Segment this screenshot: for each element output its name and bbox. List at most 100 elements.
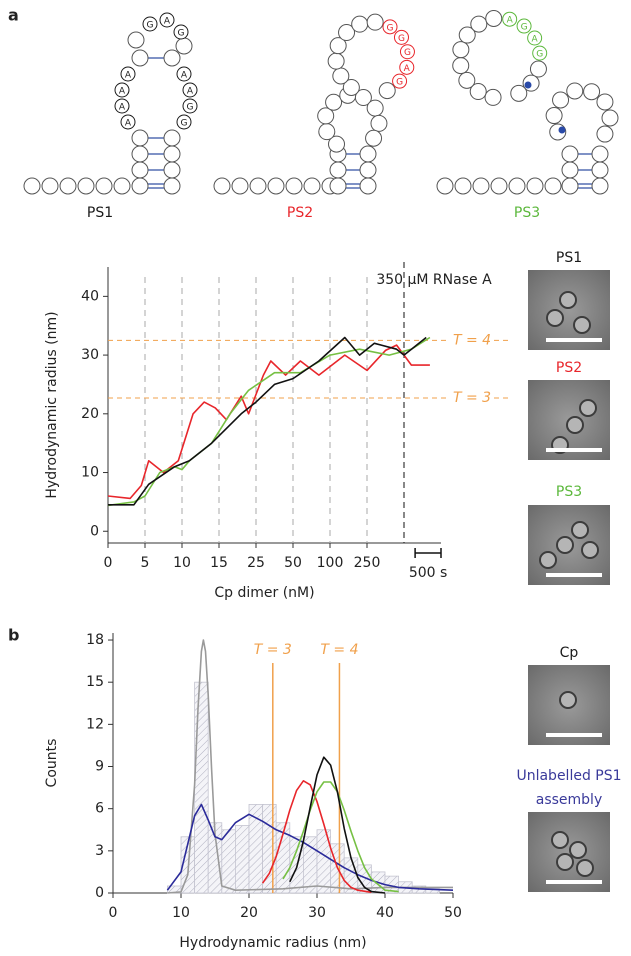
histogram-bar <box>234 825 250 894</box>
nucleotide-letter: G <box>396 78 403 88</box>
reference-label: T = 3 <box>453 390 491 406</box>
series-line <box>107 344 430 500</box>
particle <box>551 831 569 849</box>
structure-label: PS3 <box>514 205 540 221</box>
nucleotide <box>113 177 131 195</box>
nucleotide <box>131 129 149 147</box>
nucleotide <box>131 177 149 195</box>
nucleotide <box>325 93 343 111</box>
nucleotide <box>329 37 347 55</box>
nucleotide-letter: A <box>125 71 132 81</box>
series-line <box>107 336 431 507</box>
nucleotide <box>452 57 470 75</box>
y-tick-label: 0 <box>90 523 99 539</box>
nucleotide-letter: A <box>181 71 188 81</box>
event-label: 350 μM RNase A <box>376 272 492 288</box>
x-tick-label: 40 <box>376 905 394 921</box>
nucleotide-letter: G <box>178 29 185 39</box>
nucleotide <box>382 19 398 35</box>
nucleotide <box>342 78 360 96</box>
x-tick-label: 50 <box>284 555 302 571</box>
nucleotide <box>458 71 476 89</box>
histogram-bar <box>194 681 209 894</box>
nucleotide <box>366 13 384 31</box>
micrograph-label: Unlabelled PS1 <box>516 768 621 784</box>
nucleotide <box>359 145 377 163</box>
nucleotide-letter: G <box>536 50 543 60</box>
micrograph-label: PS3 <box>556 484 582 500</box>
reference-label: T = 3 <box>254 642 292 658</box>
particle <box>566 416 584 434</box>
scale-bar <box>546 338 602 342</box>
nucleotide <box>583 83 601 101</box>
nucleotide <box>470 15 488 33</box>
nucleotide <box>328 135 346 153</box>
nucleotide <box>351 15 369 33</box>
nucleotide <box>95 177 113 195</box>
nucleotide-letter: A <box>507 16 514 26</box>
particle <box>573 316 591 334</box>
nucleotide <box>596 93 614 111</box>
structure-label: PS1 <box>87 205 113 221</box>
nucleotide <box>508 177 526 195</box>
scale-bar <box>546 573 602 577</box>
nucleotide <box>484 88 502 106</box>
particle <box>539 551 557 569</box>
nucleotide <box>485 9 503 27</box>
nucleotide <box>561 161 579 179</box>
x-tick-label: 10 <box>173 555 191 571</box>
nucleotide <box>392 73 408 89</box>
nucleotide <box>23 177 41 195</box>
nucleotide <box>359 161 377 179</box>
particle <box>546 309 564 327</box>
series-line <box>282 781 399 893</box>
x-tick-label: 30 <box>308 905 326 921</box>
nucleotide <box>454 177 472 195</box>
nucleotide <box>163 161 181 179</box>
nucleotide <box>490 177 508 195</box>
nucleotide <box>114 82 130 98</box>
histogram-bar <box>221 829 236 894</box>
nucleotide <box>159 12 175 28</box>
reference-label: T = 4 <box>453 332 491 348</box>
micrograph-label: Cp <box>560 645 579 661</box>
nucleotide <box>163 129 181 147</box>
nucleotide <box>527 30 543 46</box>
nucleotide <box>601 109 619 127</box>
nucleotide <box>317 107 335 125</box>
nucleotide <box>213 177 231 195</box>
nucleotide <box>545 107 563 125</box>
nucleotide <box>469 83 487 101</box>
scale-bar <box>546 733 602 737</box>
nucleotide <box>303 177 321 195</box>
nucleotide <box>182 98 198 114</box>
y-axis-title: Hydrodynamic radius (nm) <box>44 311 60 498</box>
nucleotide <box>378 82 396 100</box>
nucleotide <box>142 16 158 32</box>
y-tick-label: 0 <box>95 885 104 901</box>
nucleotide <box>231 177 249 195</box>
y-tick-label: 40 <box>81 288 99 304</box>
y-tick-label: 12 <box>86 716 104 732</box>
scale-bar <box>546 448 602 452</box>
nucleotide <box>399 44 415 60</box>
histogram-bar <box>302 836 318 894</box>
x-tick-label: 0 <box>109 905 118 921</box>
nucleotide <box>77 177 95 195</box>
x-tick-label: 5 <box>141 555 150 571</box>
nucleotide-letter: A <box>404 64 411 74</box>
nucleotide <box>267 177 285 195</box>
micrograph-label: assembly <box>536 792 602 808</box>
y-tick-label: 20 <box>81 406 99 422</box>
x-tick-label: 0 <box>104 555 113 571</box>
nucleotide <box>114 98 130 114</box>
nucleotide-letter: G <box>181 119 188 129</box>
y-tick-label: 6 <box>95 801 104 817</box>
particle <box>579 399 597 417</box>
nucleotide-letter: G <box>387 23 394 33</box>
nucleotide <box>120 114 136 130</box>
interaction-dot <box>524 81 532 89</box>
nucleotide <box>163 145 181 163</box>
nucleotide <box>131 49 149 67</box>
nucleotide <box>370 114 388 132</box>
